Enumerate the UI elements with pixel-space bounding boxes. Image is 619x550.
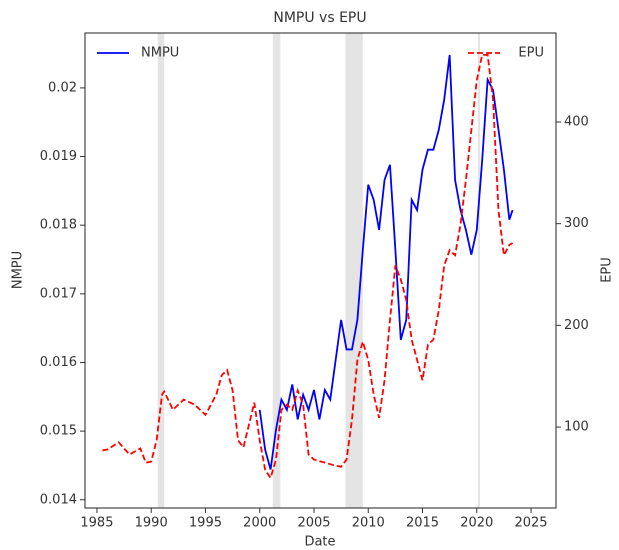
- y2-tick-label: 100: [564, 420, 589, 435]
- y-axis-label: NMPU: [11, 251, 26, 289]
- y-tick-label: 0.017: [40, 286, 77, 301]
- plot-frame: [84, 32, 557, 509]
- y2-axis-label: EPU: [600, 257, 615, 283]
- y2-tick-label: 200: [564, 318, 589, 333]
- shaded-region: [157, 33, 165, 508]
- x-tick-label: 2010: [352, 516, 385, 531]
- x-tick-label: 2015: [406, 516, 439, 531]
- y-tick-label: 0.014: [40, 492, 77, 507]
- line: [102, 53, 514, 480]
- x-axis-label: Date: [304, 535, 335, 550]
- y-tick-label: 0.015: [40, 424, 77, 439]
- chart-title: NMPU vs EPU: [273, 10, 366, 26]
- y-tick-label: 0.02: [48, 80, 77, 95]
- x-tick-label: 2025: [514, 516, 547, 531]
- y-tick-label: 0.018: [40, 218, 77, 233]
- legend-label: EPU: [518, 46, 544, 61]
- shaded-region: [345, 33, 363, 508]
- x-tick-label: 2000: [243, 516, 276, 531]
- y2-tick-label: 300: [564, 216, 589, 231]
- x-tick-label: 1990: [135, 516, 168, 531]
- y-tick-label: 0.019: [40, 149, 77, 164]
- y-tick-label: 0.016: [40, 355, 77, 370]
- y2-tick-label: 400: [564, 114, 589, 129]
- shaded-region: [477, 33, 481, 508]
- x-tick-label: 2020: [460, 516, 493, 531]
- x-tick-label: 1985: [80, 516, 113, 531]
- x-tick-label: 2005: [297, 516, 330, 531]
- line: [258, 54, 514, 470]
- shaded-region: [272, 33, 281, 508]
- x-tick-label: 1995: [189, 516, 222, 531]
- legend-label: NMPU: [141, 46, 179, 61]
